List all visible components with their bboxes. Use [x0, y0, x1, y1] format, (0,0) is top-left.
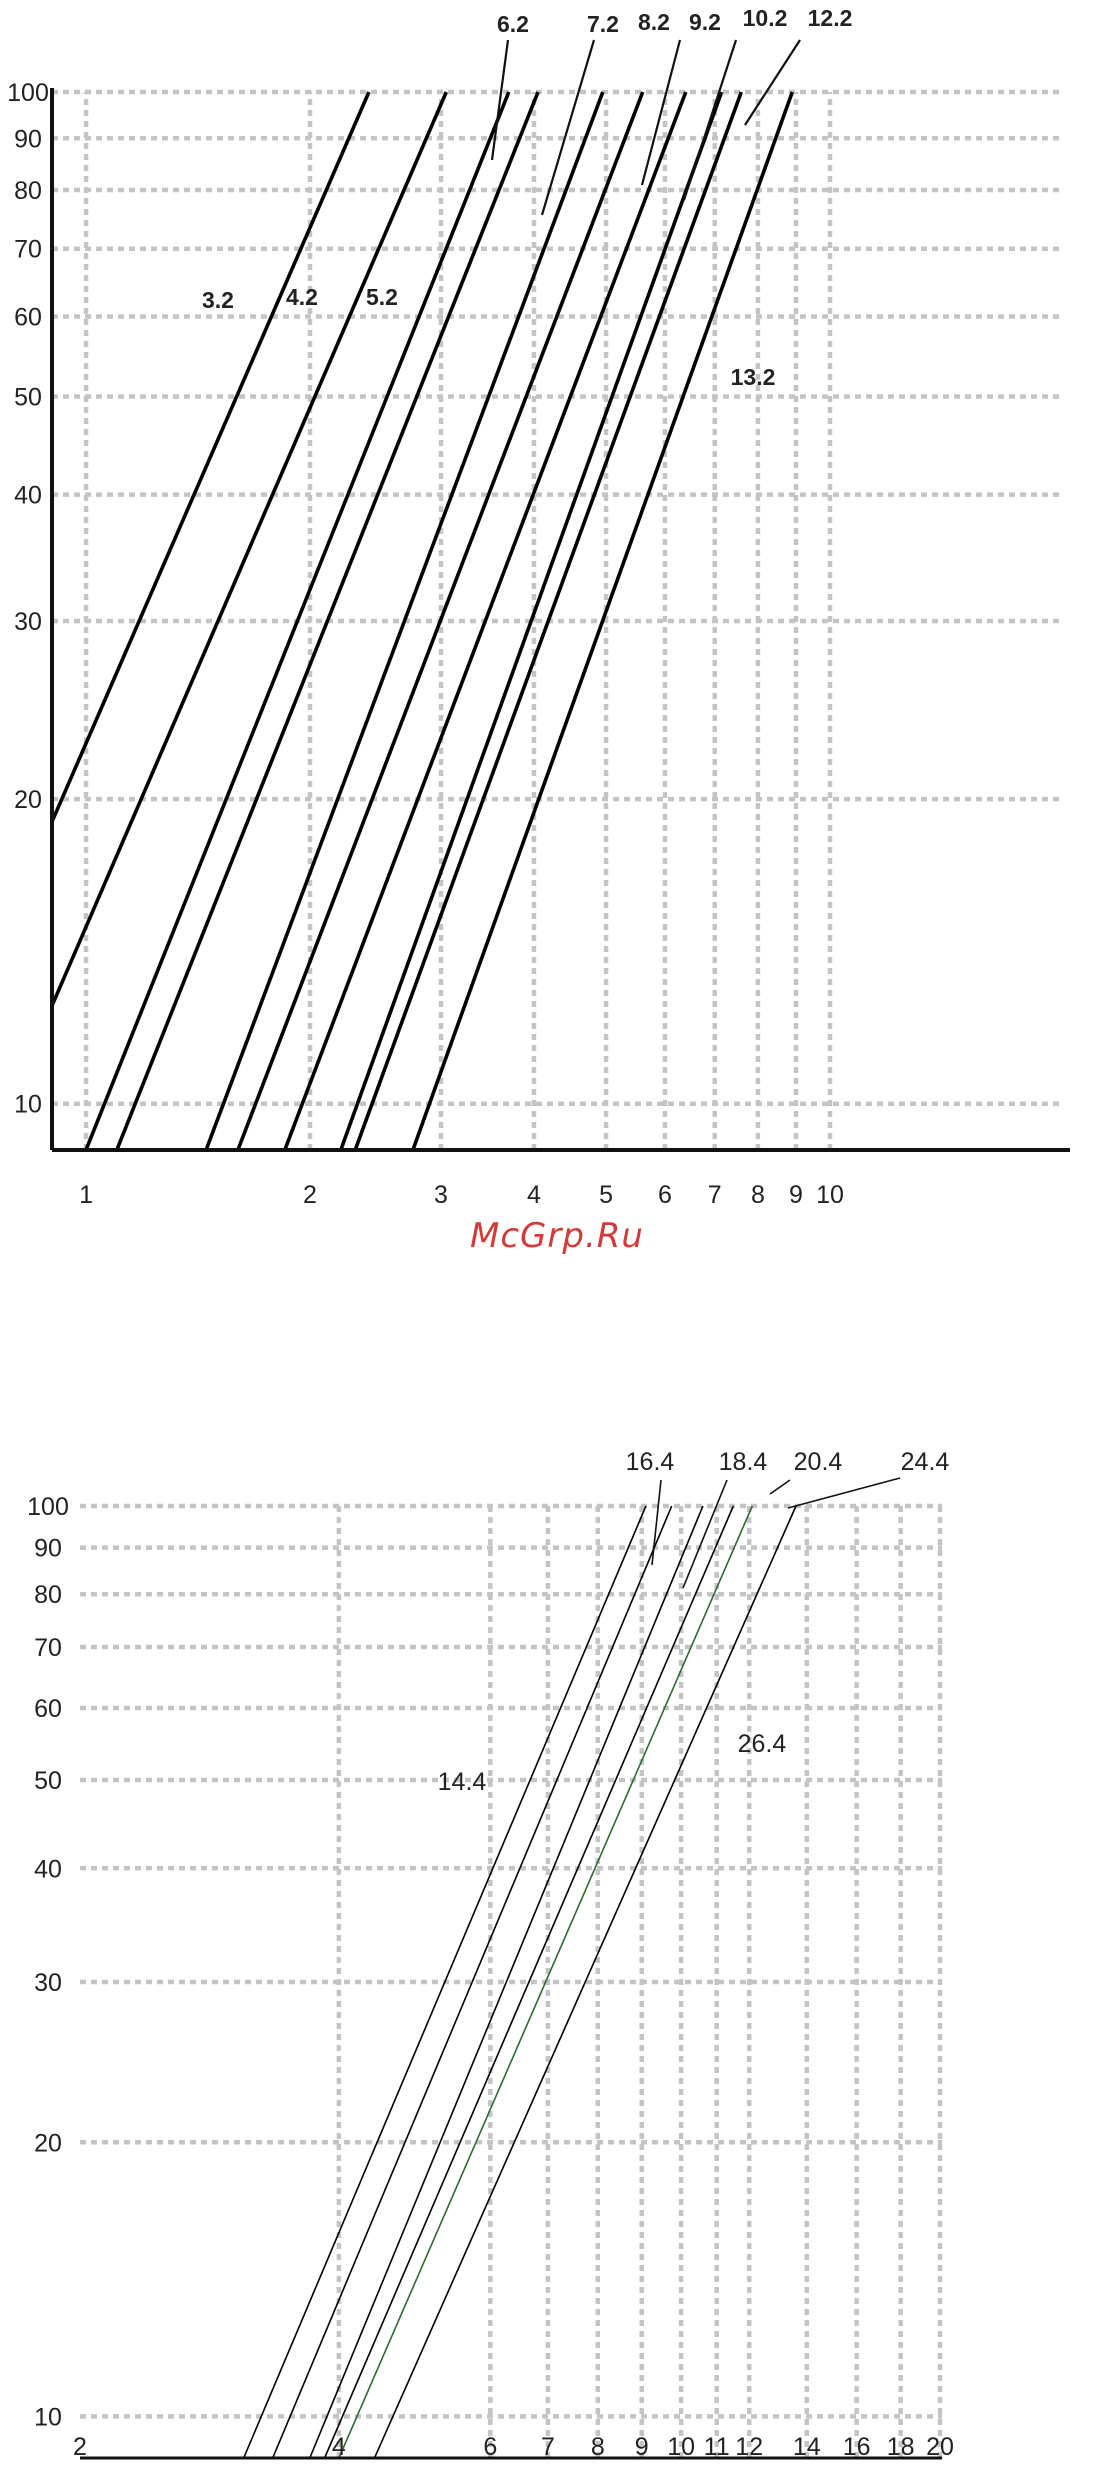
x-tick-label: 6 — [483, 2433, 497, 2461]
x-tick-label: 9 — [635, 2433, 649, 2461]
x-tick-label: 2 — [73, 2433, 87, 2461]
series-line — [338, 1505, 754, 2459]
series-label: 13.2 — [731, 364, 776, 390]
series-line — [309, 1505, 704, 2459]
x-tick-label: 7 — [541, 2433, 555, 2461]
series-line — [339, 91, 724, 1151]
series-label: 16.4 — [626, 1448, 675, 1476]
series-label: 3.2 — [202, 287, 234, 313]
x-tick-label: 2 — [303, 1181, 317, 1209]
y-tick-label: 20 — [14, 786, 42, 814]
x-tick-label: 4 — [332, 2433, 346, 2461]
x-tick-label: 7 — [708, 1181, 722, 1209]
y-tick-label: 10 — [34, 2403, 62, 2431]
chart-top: 1 2 3 4 5 6 7 8 9 10 10 20 30 40 50 60 70 80 90 100 3.2 4.2… — [7, 5, 1070, 1209]
series-label: 5.2 — [366, 284, 398, 310]
y-tick-label: 20 — [34, 2129, 62, 2157]
series-label: 24.4 — [901, 1448, 950, 1476]
x-tick-label: 8 — [751, 1181, 765, 1209]
series-line — [84, 91, 511, 1151]
y-tick-label: 90 — [34, 1535, 62, 1563]
y-tick-label: 90 — [14, 125, 42, 153]
x-tick-label: 8 — [591, 2433, 605, 2461]
y-tick-label: 30 — [34, 1969, 62, 1997]
chart-top-series — [50, 91, 794, 1151]
series-label: 10.2 — [743, 5, 788, 31]
chart-top-x-ticks: 1 2 3 4 5 6 7 8 9 10 — [79, 1181, 844, 1209]
leader-line — [744, 39, 801, 126]
y-tick-label: 80 — [14, 177, 42, 205]
watermark: McGrp.Ru — [470, 1216, 644, 1256]
x-tick-label: 18 — [887, 2433, 915, 2461]
series-label: 8.2 — [638, 9, 670, 35]
series-label: 7.2 — [587, 11, 619, 37]
x-tick-label: 11 — [704, 2433, 730, 2461]
leader-line — [682, 39, 738, 201]
y-tick-label: 10 — [14, 1091, 42, 1119]
x-tick-label: 4 — [527, 1181, 541, 1209]
y-tick-label: 70 — [34, 1634, 62, 1662]
leader-line — [787, 1477, 901, 1509]
x-tick-label: 6 — [658, 1181, 672, 1209]
y-tick-label: 60 — [34, 1695, 62, 1723]
series-line — [353, 91, 743, 1151]
series-label: 18.4 — [719, 1448, 768, 1476]
y-tick-label: 100 — [27, 1493, 69, 1521]
leader-line — [490, 39, 510, 161]
series-line — [411, 91, 794, 1151]
y-tick-label: 60 — [14, 303, 42, 331]
chart-bottom-grid — [80, 1503, 943, 2458]
series-label: 6.2 — [497, 11, 529, 37]
series-line — [283, 91, 688, 1151]
chart-bottom: 2 4 6 7 8 9 10 11 12 14 16 18 20 1020304050607080901… — [27, 1448, 954, 2461]
chart-top-y-ticks: 10 20 30 40 50 60 70 80 90 100 — [7, 79, 49, 1119]
series-label: 9.2 — [689, 9, 721, 35]
x-tick-label: 9 — [789, 1181, 803, 1209]
leader-line — [769, 1479, 791, 1495]
series-label: 12.2 — [808, 5, 853, 31]
chart-bottom-series — [242, 1505, 797, 2459]
x-tick-label: 10 — [816, 1181, 844, 1209]
y-tick-label: 50 — [14, 384, 42, 412]
series-label: 14.4 — [438, 1768, 487, 1796]
y-tick-label: 80 — [34, 1581, 62, 1609]
leader-line — [640, 39, 682, 186]
series-line — [236, 91, 645, 1151]
series-label: 26.4 — [738, 1730, 787, 1758]
series-line — [323, 1505, 735, 2459]
x-tick-label: 20 — [926, 2433, 954, 2461]
x-tick-label: 1 — [79, 1181, 93, 1209]
series-label: 4.2 — [286, 284, 318, 310]
y-tick-label: 100 — [7, 79, 49, 107]
leader-line — [651, 1479, 662, 1566]
x-tick-label: 5 — [599, 1181, 613, 1209]
chart-bottom-annotations: 16.4 18.4 20.4 24.4 14.4 26.4 — [438, 1448, 950, 1796]
chart-top-annotations: 3.2 4.2 5.2 6.2 7.2 8.2 9.2 10.2 12.2 13.2 — [202, 5, 852, 390]
series-line — [271, 1505, 673, 2459]
chart-top-grid — [52, 89, 1060, 1150]
x-tick-label: 14 — [793, 2433, 821, 2461]
y-tick-label: 50 — [34, 1767, 62, 1795]
y-tick-label: 40 — [34, 1855, 62, 1883]
series-line — [50, 91, 371, 823]
leader-line — [682, 1479, 728, 1589]
series-line — [115, 91, 540, 1151]
chart-bottom-x-ticks: 2 4 6 7 8 9 10 11 12 14 16 18 20 — [73, 2433, 954, 2461]
series-line — [204, 91, 605, 1151]
chart-top-axes — [50, 88, 1070, 1152]
series-line — [373, 1505, 797, 2459]
y-tick-label: 40 — [14, 482, 42, 510]
series-label: 20.4 — [794, 1448, 843, 1476]
y-tick-label: 30 — [14, 608, 42, 636]
x-tick-label: 3 — [434, 1181, 448, 1209]
leader-line — [540, 39, 596, 216]
y-tick-label: 70 — [14, 236, 42, 264]
series-line — [50, 91, 448, 1007]
chart-bottom-y-ticks: 10 20 30 40 50 60 70 80 90 100 — [27, 1493, 69, 2431]
x-tick-label: 10 — [667, 2433, 695, 2461]
x-tick-label: 12 — [735, 2433, 763, 2461]
x-tick-label: 16 — [843, 2433, 871, 2461]
series-line — [242, 1505, 647, 2459]
